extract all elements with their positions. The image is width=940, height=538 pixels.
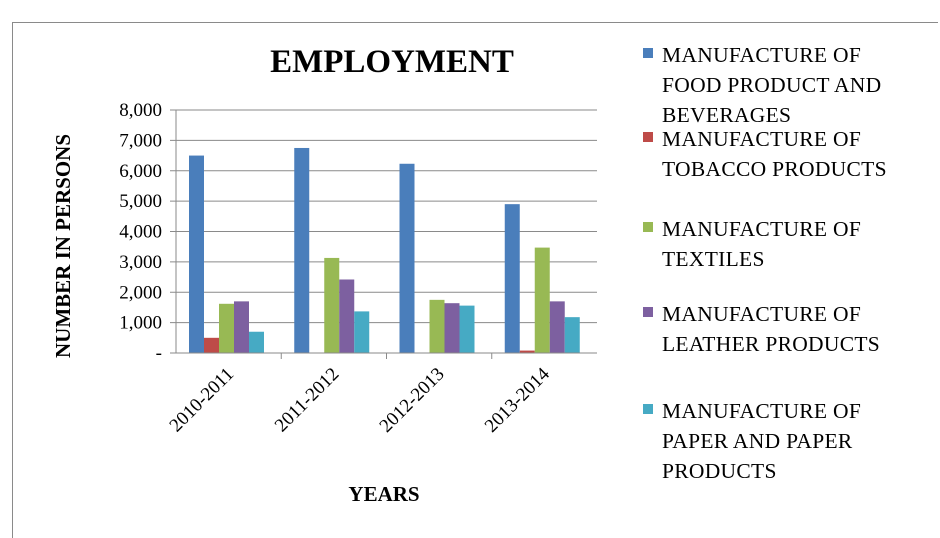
legend-label: MANUFACTURE OF — [662, 217, 861, 241]
bar — [534, 247, 550, 353]
y-tick-label: 8,000 — [119, 100, 162, 121]
y-tick-label: 7,000 — [119, 130, 162, 151]
x-axis-title: YEARS — [348, 482, 419, 506]
legend-swatch — [643, 404, 653, 414]
legend-label: TEXTILES — [662, 247, 765, 271]
legend-swatch — [643, 48, 653, 58]
bar — [204, 337, 219, 353]
y-tick-labels: - 1,000 2,000 3,000 4,000 5,000 6,000 7,000 8,00… — [119, 100, 162, 364]
bar — [549, 301, 565, 353]
axes — [170, 109, 597, 359]
y-tick-label: 4,000 — [119, 222, 162, 243]
bar — [219, 303, 234, 353]
bar — [399, 163, 415, 353]
y-tick-label: 5,000 — [119, 191, 162, 212]
legend-label: LEATHER PRODUCTS — [662, 332, 880, 356]
legend-swatch — [643, 132, 653, 142]
legend-label: PAPER AND PAPER — [662, 429, 853, 453]
legend-label: PRODUCTS — [662, 459, 777, 483]
legend-label: MANUFACTURE OF — [662, 43, 861, 67]
bar — [519, 350, 535, 353]
bar — [354, 311, 370, 353]
bar — [459, 305, 475, 353]
bar — [339, 279, 355, 353]
y-tick-label: 2,000 — [119, 282, 162, 303]
legend-label: MANUFACTURE OF — [662, 399, 861, 423]
bar — [189, 155, 204, 353]
bar — [444, 303, 460, 353]
bar — [234, 301, 249, 353]
y-tick-label: 1,000 — [119, 313, 162, 334]
y-axis-title: NUMBER IN PERSONS — [51, 134, 75, 358]
legend-swatch — [643, 307, 653, 317]
x-tick-label: 2013-2014 — [481, 363, 554, 436]
x-tick-label: 2012-2013 — [376, 364, 449, 437]
chart-title: EMPLOYMENT — [270, 44, 514, 80]
y-tick-label: - — [156, 343, 162, 364]
chart-frame — [12, 22, 938, 538]
bar — [294, 147, 310, 353]
bars — [189, 147, 580, 353]
y-tick-label: 3,000 — [119, 252, 162, 273]
bar — [504, 204, 520, 353]
bar — [564, 317, 580, 353]
legend-label: TOBACCO PRODUCTS — [662, 157, 887, 181]
y-tick-label: 6,000 — [119, 161, 162, 182]
legend-label: FOOD PRODUCT AND — [662, 73, 881, 97]
bar — [249, 331, 264, 353]
legend-label: MANUFACTURE OF — [662, 302, 861, 326]
x-tick-label: 2011-2012 — [271, 364, 344, 437]
x-tick-label: 2010-2011 — [166, 364, 239, 437]
legend-swatch — [643, 222, 653, 232]
legend-label: MANUFACTURE OF — [662, 127, 861, 151]
grid-lines — [176, 109, 597, 324]
bar — [429, 299, 445, 353]
legend-label: BEVERAGES — [662, 103, 791, 127]
x-tick-labels: 2010-2011 2011-2012 2012-2013 2013-2014 — [166, 363, 555, 436]
bar — [324, 257, 340, 353]
